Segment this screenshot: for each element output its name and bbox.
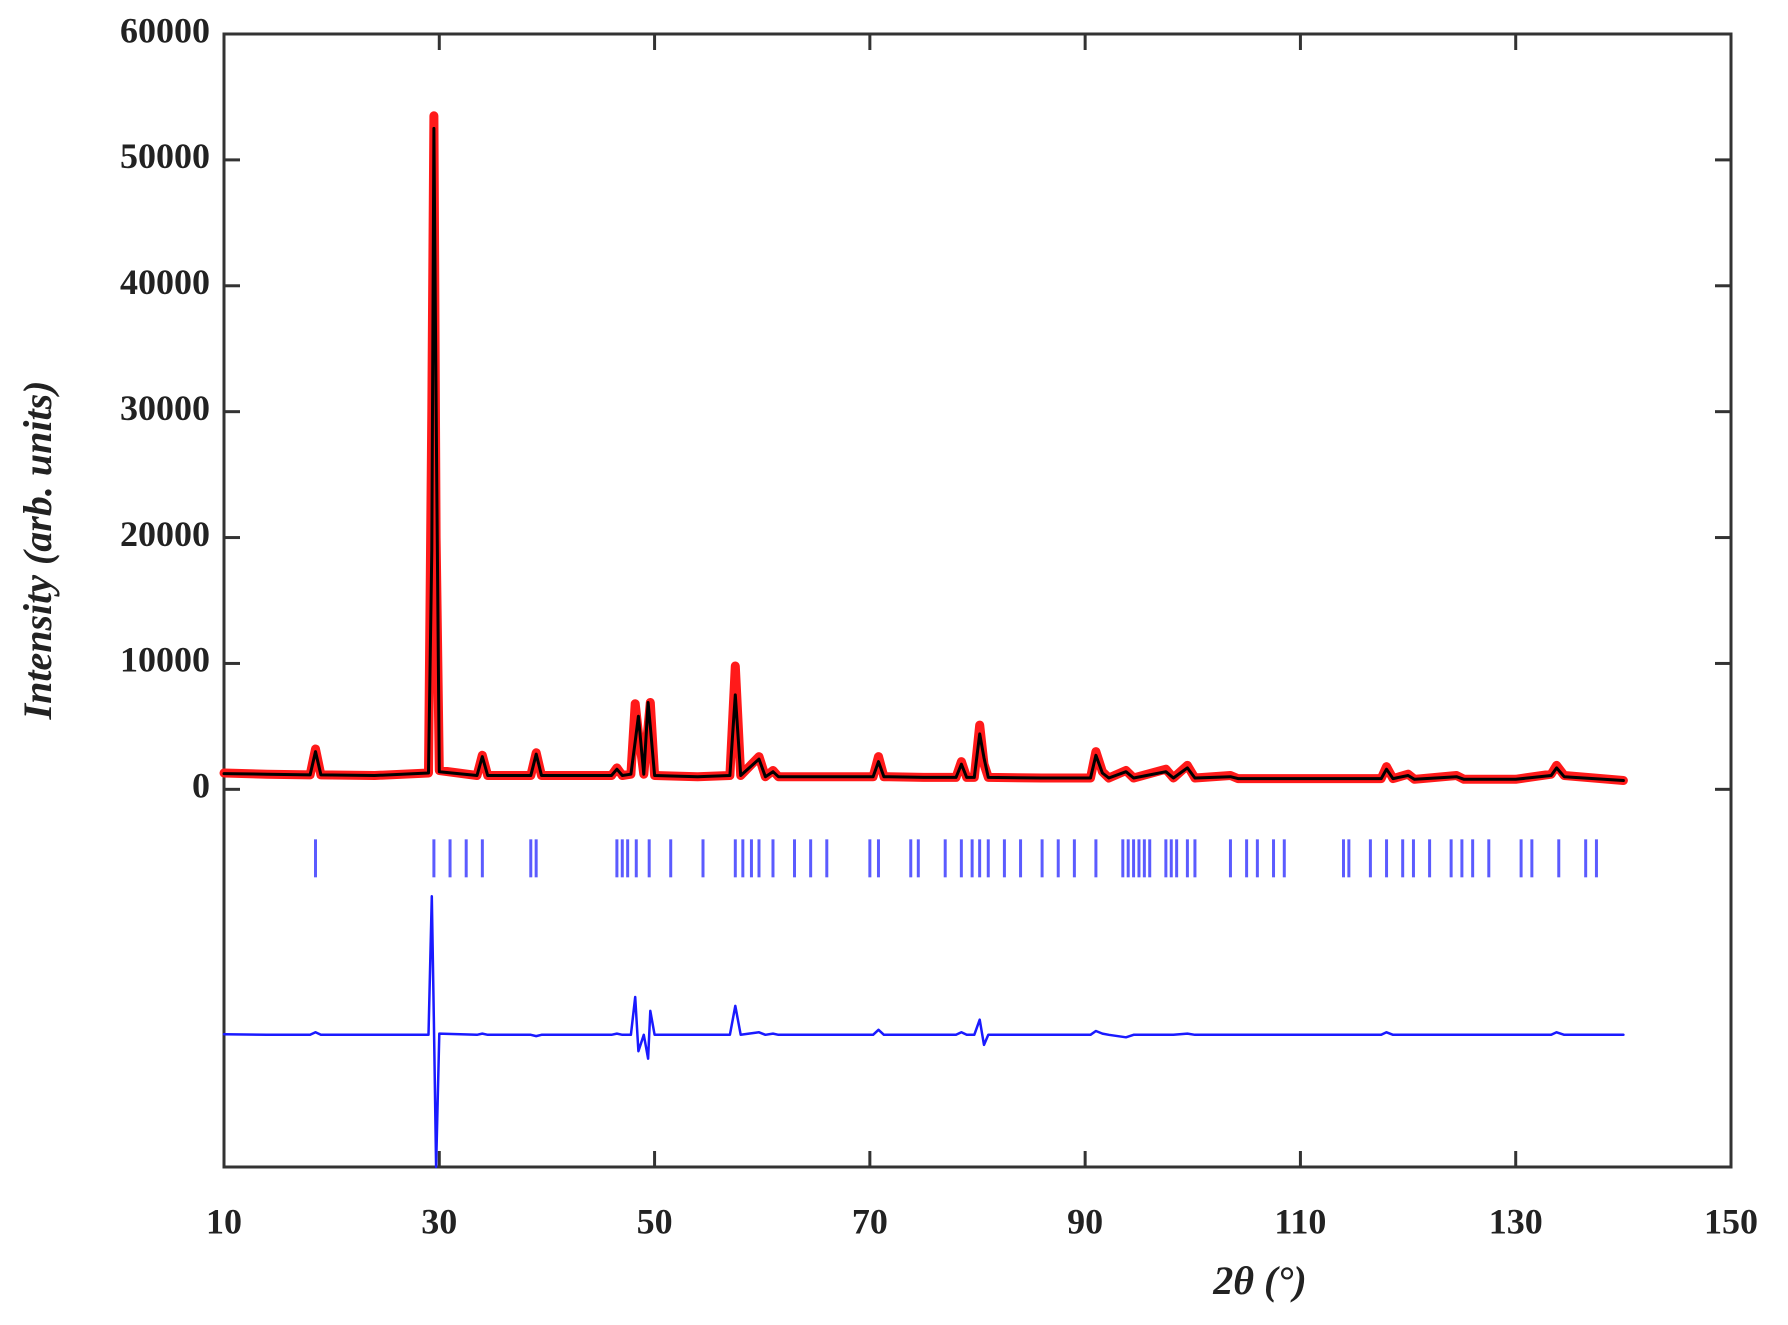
y-tick-label: 40000 [120, 262, 210, 302]
x-tick-label: 90 [1067, 1201, 1103, 1241]
y-tick-label: 10000 [120, 640, 210, 680]
x-tick-label: 150 [1704, 1201, 1758, 1241]
y-tick-label: 20000 [120, 514, 210, 554]
plot-frame [222, 32, 1733, 1169]
x-tick-label: 110 [1274, 1201, 1326, 1241]
series-line [222, 895, 1625, 1169]
x-tick-label: 130 [1489, 1201, 1543, 1241]
x-tick-label: 10 [206, 1201, 242, 1241]
y-tick-label: 60000 [120, 10, 210, 50]
series-line [222, 126, 1625, 782]
x-tick-label: 50 [637, 1201, 673, 1241]
x-tick-label: 70 [852, 1201, 888, 1241]
y-axis-title: Intensity (arb. units) [15, 381, 60, 721]
y-tick-label: 0 [192, 766, 210, 806]
x-axis-title: 2θ (°) [1212, 1258, 1306, 1303]
x-tick-label: 30 [421, 1201, 457, 1241]
y-tick-label: 50000 [120, 136, 210, 176]
y-tick-label: 30000 [120, 388, 210, 428]
